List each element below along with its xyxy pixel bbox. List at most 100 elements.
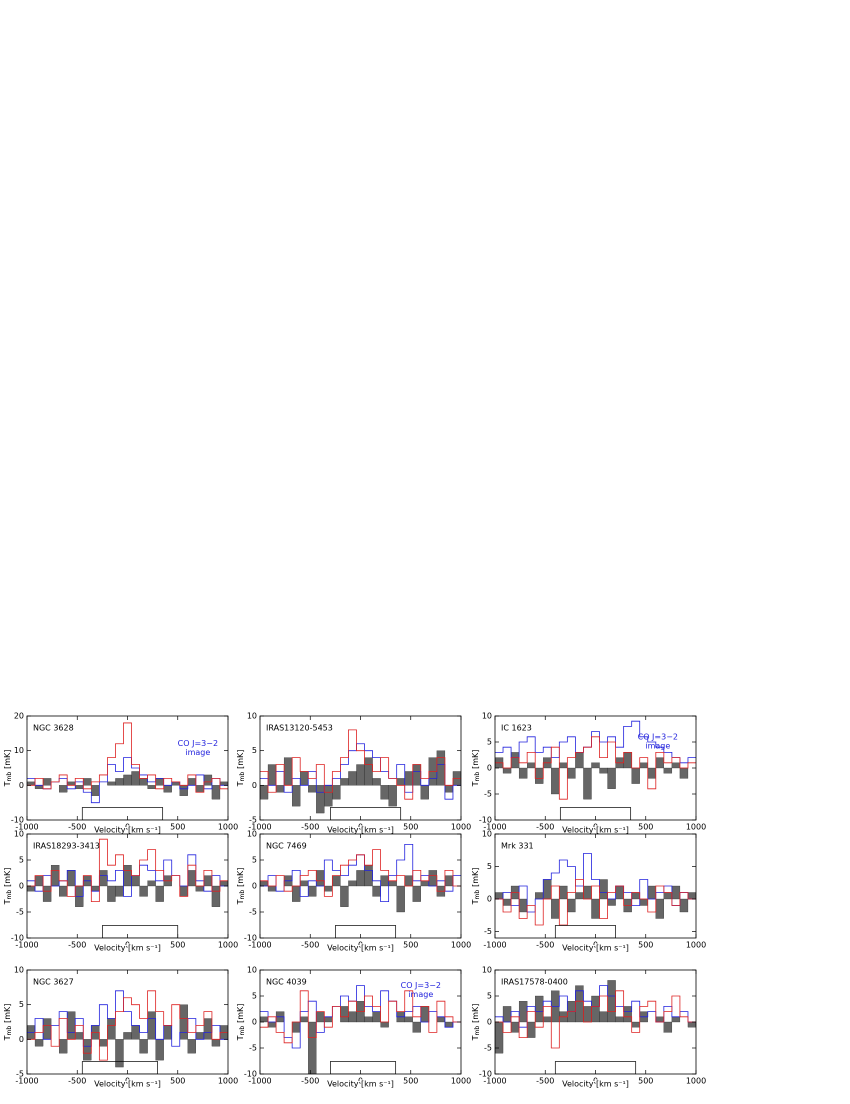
- histogram-bar: [131, 875, 140, 887]
- histogram-bar: [607, 898, 616, 906]
- histogram-bar: [567, 767, 576, 779]
- histogram-bar: [179, 1004, 188, 1040]
- panel: -1000 -500 0 500 1000 -10 0 10 20 Velocity [km s⁻…: [3, 712, 239, 836]
- line-range: [81, 807, 164, 820]
- y-label-unit: [mK]: [236, 1004, 245, 1023]
- x-tick-label: 500: [403, 941, 418, 950]
- y-tick-label: -10: [244, 1070, 257, 1079]
- histogram-bar: [380, 1021, 389, 1028]
- histogram-bar: [615, 1016, 624, 1023]
- y-tick-label: -10: [479, 1070, 492, 1079]
- y-tick-label: -5: [484, 1044, 492, 1053]
- x-tick-label: 1000: [218, 823, 238, 832]
- y-tick-label: 5: [252, 856, 257, 865]
- line-range: [330, 1061, 397, 1074]
- y-tick-label: 5: [252, 746, 257, 755]
- histogram-bar: [147, 1011, 156, 1040]
- annotation: image: [645, 741, 670, 750]
- histogram-bar: [59, 1039, 68, 1054]
- plot-area: [260, 985, 461, 1074]
- y-label-symbol: T: [236, 781, 245, 787]
- histogram-bar: [292, 885, 301, 902]
- x-tick-label: -1000: [248, 823, 271, 832]
- histogram-bar: [607, 767, 616, 789]
- x-axis-label: Velocity [km s⁻¹]: [94, 1080, 161, 1089]
- y-tick-label: 5: [487, 992, 492, 1001]
- histogram-bar: [300, 880, 309, 887]
- histogram-bar: [671, 1016, 681, 1023]
- x-axis-label: Velocity [km s⁻¹]: [562, 1080, 629, 1089]
- histogram-bar: [139, 885, 148, 897]
- x-tick-label: 0: [358, 1077, 363, 1086]
- histogram-bar: [187, 778, 196, 786]
- step-line: [27, 838, 228, 902]
- histogram-bar: [575, 752, 584, 769]
- histogram-bar: [583, 767, 592, 800]
- y-tick-label: 5: [252, 992, 257, 1001]
- histogram-bar: [671, 885, 681, 900]
- histogram-bar: [147, 880, 156, 887]
- x-tick-label: -1000: [248, 1077, 271, 1086]
- histogram-bar: [27, 781, 36, 786]
- plot-area: [27, 990, 228, 1074]
- y-label-unit: [mK]: [3, 1004, 12, 1023]
- histogram-bar: [495, 1021, 504, 1054]
- y-label-subscript: mb: [6, 890, 13, 900]
- y-label-symbol: T: [471, 899, 480, 905]
- x-tick-label: -500: [301, 823, 319, 832]
- y-label-subscript: mb: [239, 772, 246, 782]
- x-tick-label: 1000: [686, 1077, 706, 1086]
- histogram-bar: [599, 1011, 608, 1023]
- histogram-bar: [195, 785, 205, 793]
- histogram-bar: [591, 762, 600, 769]
- histogram-bar: [260, 1016, 269, 1023]
- histogram-bar: [83, 778, 92, 786]
- histogram-bar: [316, 1011, 325, 1023]
- histogram-bar: [27, 885, 36, 892]
- x-tick-label: -500: [68, 823, 86, 832]
- histogram-bar: [396, 778, 405, 786]
- panel-title: IRAS13120-5453: [266, 724, 333, 733]
- step-line: [260, 743, 461, 800]
- x-axis-label: Velocity [km s⁻¹]: [327, 1080, 394, 1089]
- histogram-bar: [163, 785, 172, 793]
- histogram-bar: [107, 781, 116, 786]
- histogram-bar: [267, 1021, 277, 1028]
- y-tick-label: 0: [19, 882, 24, 891]
- histogram-bar: [91, 785, 100, 796]
- histogram-bar: [59, 885, 68, 897]
- y-label-unit: [mK]: [3, 868, 12, 887]
- y-label-subscript: mb: [474, 890, 481, 900]
- histogram-bar: [404, 771, 413, 786]
- histogram-bar: [428, 870, 438, 887]
- step-line: [27, 990, 228, 1061]
- panel: -1000 -500 0 500 1000 -10 -5 0 5 10 Velocity [km s…: [236, 830, 472, 954]
- panel-title: NGC 3627: [33, 978, 74, 987]
- histogram-bar: [260, 785, 269, 800]
- x-tick-label: 1000: [686, 941, 706, 950]
- y-tick-label: -10: [479, 816, 492, 825]
- x-tick-label: 0: [125, 1077, 130, 1086]
- histogram-bar: [655, 757, 664, 769]
- plot-area: [495, 853, 696, 938]
- histogram-bar: [655, 898, 664, 919]
- annotation: CO J=3−2: [638, 732, 678, 741]
- histogram-bar: [583, 1006, 592, 1023]
- histogram-bar: [300, 771, 309, 786]
- x-tick-label: 0: [593, 823, 598, 832]
- histogram-bar: [348, 880, 357, 887]
- step-line: [27, 757, 228, 804]
- plot-area: [27, 838, 228, 938]
- histogram-bar: [59, 785, 68, 793]
- y-tick-label: 0: [252, 781, 257, 790]
- step-line: [495, 853, 696, 913]
- step-line: [495, 879, 696, 926]
- histogram-bar: [348, 771, 357, 786]
- histogram-bar: [267, 885, 277, 892]
- y-tick-label: 5: [19, 1000, 24, 1009]
- histogram-bar: [147, 785, 156, 789]
- y-tick-label: -5: [249, 1044, 257, 1053]
- y-axis-label: Tmb [mK]: [3, 1004, 13, 1042]
- x-tick-label: -1000: [15, 941, 38, 950]
